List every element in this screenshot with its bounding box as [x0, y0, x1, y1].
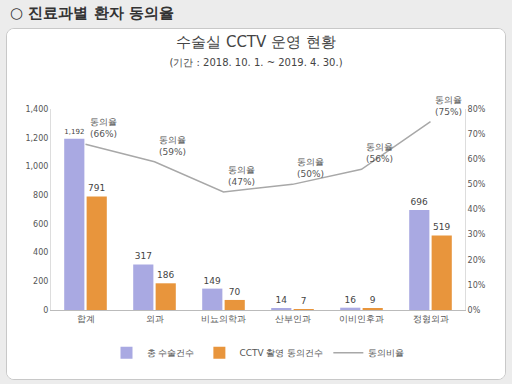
svg-text:비뇨의학과: 비뇨의학과: [201, 314, 246, 324]
svg-text:정형외과: 정형외과: [413, 314, 449, 324]
svg-text:40%: 40%: [468, 205, 486, 214]
svg-text:0: 0: [43, 306, 48, 315]
svg-text:동의율(56%): 동의율(56%): [366, 142, 393, 164]
svg-text:696: 696: [411, 197, 428, 207]
svg-text:0%: 0%: [468, 306, 481, 315]
svg-text:총 수술건수: 총 수술건수: [147, 348, 195, 358]
svg-text:186: 186: [157, 270, 174, 280]
svg-text:9: 9: [370, 295, 376, 305]
svg-text:이비인후과: 이비인후과: [339, 314, 384, 324]
svg-text:400: 400: [33, 248, 48, 257]
svg-text:200: 200: [33, 277, 48, 286]
html-text:○ 진료과별 환자 동의율: ○ 진료과별 환자 동의율: [10, 4, 174, 22]
svg-text:산부인과: 산부인과: [275, 314, 311, 324]
svg-text:60%: 60%: [468, 155, 486, 164]
svg-text:7: 7: [301, 296, 307, 306]
svg-text:149: 149: [204, 276, 221, 286]
svg-text:70: 70: [229, 287, 241, 297]
svg-text:1,400: 1,400: [25, 105, 48, 114]
svg-text:10%: 10%: [468, 281, 486, 290]
svg-text:80%: 80%: [468, 105, 486, 114]
svg-text:600: 600: [33, 220, 48, 229]
svg-text:317: 317: [135, 251, 152, 261]
svg-text:70%: 70%: [468, 130, 486, 139]
svg-text:동의비율: 동의비율: [368, 348, 404, 358]
svg-text:519: 519: [433, 222, 450, 232]
svg-text:외과: 외과: [146, 314, 164, 324]
svg-text:791: 791: [88, 183, 105, 193]
svg-text:동의율(50%): 동의율(50%): [297, 157, 324, 179]
svg-text:동의율(47%): 동의율(47%): [228, 165, 255, 187]
svg-text:16: 16: [344, 295, 356, 305]
svg-text:동의율(75%): 동의율(75%): [435, 95, 462, 117]
svg-text:동의율(66%): 동의율(66%): [90, 117, 117, 139]
svg-text:수술실 CCTV 운영 현황(기간 : 2018. 10.: 수술실 CCTV 운영 현황(기간 : 2018. 10. 1. ~ 2019.…: [169, 33, 342, 69]
svg-text:합계: 합계: [77, 314, 95, 324]
svg-text:1,200: 1,200: [25, 134, 48, 143]
svg-text:30%: 30%: [468, 230, 486, 239]
svg-text:CCTV 촬영 동의건수: CCTV 촬영 동의건수: [239, 348, 323, 358]
svg-text:동의율(59%): 동의율(59%): [159, 135, 186, 157]
svg-text:14: 14: [275, 295, 287, 305]
svg-text:800: 800: [33, 191, 48, 200]
svg-text:1,000: 1,000: [25, 162, 48, 171]
svg-text:50%: 50%: [468, 180, 486, 189]
svg-text:20%: 20%: [468, 256, 486, 265]
svg-text:1,192: 1,192: [64, 127, 84, 136]
